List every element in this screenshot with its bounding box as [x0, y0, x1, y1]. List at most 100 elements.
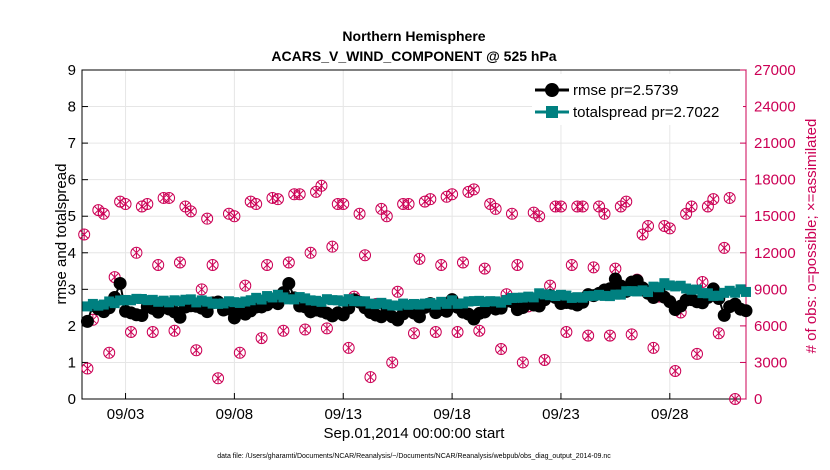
spread-point	[550, 291, 561, 302]
spread-point	[98, 299, 109, 310]
obs-assimilated-point	[534, 211, 544, 222]
obs-assimilated-point	[360, 250, 370, 261]
spread-point	[664, 280, 675, 291]
spread-point	[686, 284, 697, 295]
obs-possible-point	[402, 198, 415, 211]
obs-possible-point	[642, 219, 655, 232]
obs-possible-point	[190, 344, 203, 357]
spread-point	[615, 289, 626, 300]
y-tick-label-left: 2	[68, 318, 76, 335]
obs-possible-point	[429, 325, 442, 338]
obs-possible-point	[315, 179, 328, 192]
obs-possible-point	[718, 241, 731, 254]
obs-possible-point	[729, 393, 742, 405]
spread-point	[414, 299, 425, 310]
obs-assimilated-point	[99, 208, 109, 219]
obs-possible-point	[326, 240, 339, 253]
y-tick-label-left: 6	[68, 172, 76, 189]
spread-point	[229, 297, 240, 308]
spread-point	[419, 298, 430, 309]
obs-possible-point	[380, 210, 393, 223]
obs-possible-point	[195, 283, 208, 296]
obs-possible-point	[691, 347, 704, 360]
obs-possible-point	[152, 258, 165, 271]
obs-possible-point	[364, 371, 377, 384]
obs-assimilated-point	[142, 199, 152, 210]
obs-assimilated-point	[643, 220, 653, 231]
obs-assimilated-point	[562, 326, 571, 337]
obs-assimilated-point	[496, 344, 506, 355]
ticks: 0 1 2 3 4 5 6 7 8 9 0 3000 6000 9000 12000 15000 18000 21…	[68, 62, 796, 423]
spread-point	[120, 294, 131, 305]
rmse-point	[80, 314, 94, 328]
obs-assimilated-point	[132, 247, 141, 258]
spread-point	[675, 280, 686, 291]
legend-spread-marker	[546, 106, 558, 118]
y-tick-label-right: 15000	[754, 208, 796, 225]
spread-point	[349, 296, 360, 307]
spread-point	[512, 292, 523, 303]
obs-possible-point	[625, 328, 638, 341]
rmse-point	[412, 310, 426, 324]
obs-possible-point	[478, 262, 491, 275]
obs-assimilated-point	[262, 259, 272, 270]
legend-spread-label: totalspread pr=2.7022	[573, 104, 719, 121]
spread-point	[621, 286, 632, 297]
spread-point	[354, 296, 365, 307]
obs-possible-point	[239, 279, 252, 292]
spread-point	[169, 295, 180, 306]
obs-possible-point	[576, 200, 589, 213]
obs-assimilated-point	[480, 263, 490, 274]
spread-point	[207, 298, 218, 309]
obs-possible-point	[647, 341, 660, 354]
obs-possible-point	[554, 200, 567, 213]
obs-assimilated-point	[213, 373, 223, 384]
spread-point	[528, 292, 539, 303]
spread-point	[278, 292, 289, 303]
obs-assimilated-point	[556, 201, 566, 212]
obs-assimilated-point	[235, 347, 245, 358]
obs-assimilated-point	[197, 284, 207, 295]
obs-assimilated-point	[257, 333, 266, 344]
obs-assimilated-point	[567, 259, 577, 270]
chart-title-line2: ACARS_V_WIND_COMPONENT @ 525 hPa	[271, 48, 556, 64]
spread-point	[245, 295, 256, 306]
obs-possible-point	[533, 210, 546, 223]
obs-assimilated-point	[306, 247, 315, 258]
obs-possible-point	[598, 207, 611, 220]
x-tick-label: 09/23	[542, 406, 580, 423]
legend-rmse-marker	[545, 83, 559, 97]
obs-assimilated-point	[393, 286, 403, 297]
obs-assimilated-point	[725, 192, 735, 203]
y-tick-label-right: 6000	[754, 318, 787, 335]
y-tick-label-left: 4	[68, 245, 76, 262]
obs-assimilated-point	[513, 259, 522, 270]
obs-assimilated-point	[583, 330, 593, 341]
y-tick-label-left: 3	[68, 281, 76, 298]
obs-assimilated-point	[545, 280, 555, 291]
obs-assimilated-point	[251, 199, 261, 210]
obs-assimilated-point	[355, 208, 364, 219]
obs-possible-point	[103, 346, 116, 359]
obs-possible-point	[696, 276, 709, 289]
spread-point	[153, 296, 164, 307]
spread-point	[648, 281, 659, 292]
spread-point	[430, 299, 441, 310]
obs-assimilated-point	[186, 206, 196, 217]
obs-assimilated-point	[436, 259, 446, 270]
obs-assimilated-point	[474, 325, 484, 336]
spread-point	[321, 294, 332, 305]
obs-assimilated-point	[126, 326, 136, 337]
obs-possible-point	[337, 198, 350, 211]
spread-point	[311, 295, 322, 306]
spread-point	[490, 296, 501, 307]
spread-point	[583, 291, 594, 302]
obs-possible-point	[97, 207, 110, 220]
obs-possible-point	[271, 193, 284, 206]
rmse-point	[282, 276, 296, 290]
y-tick-label-right: 27000	[754, 62, 796, 79]
obs-assimilated-point	[665, 223, 675, 234]
obs-assimilated-point	[611, 263, 620, 274]
spread-point	[87, 298, 98, 309]
spread-point	[441, 298, 452, 309]
